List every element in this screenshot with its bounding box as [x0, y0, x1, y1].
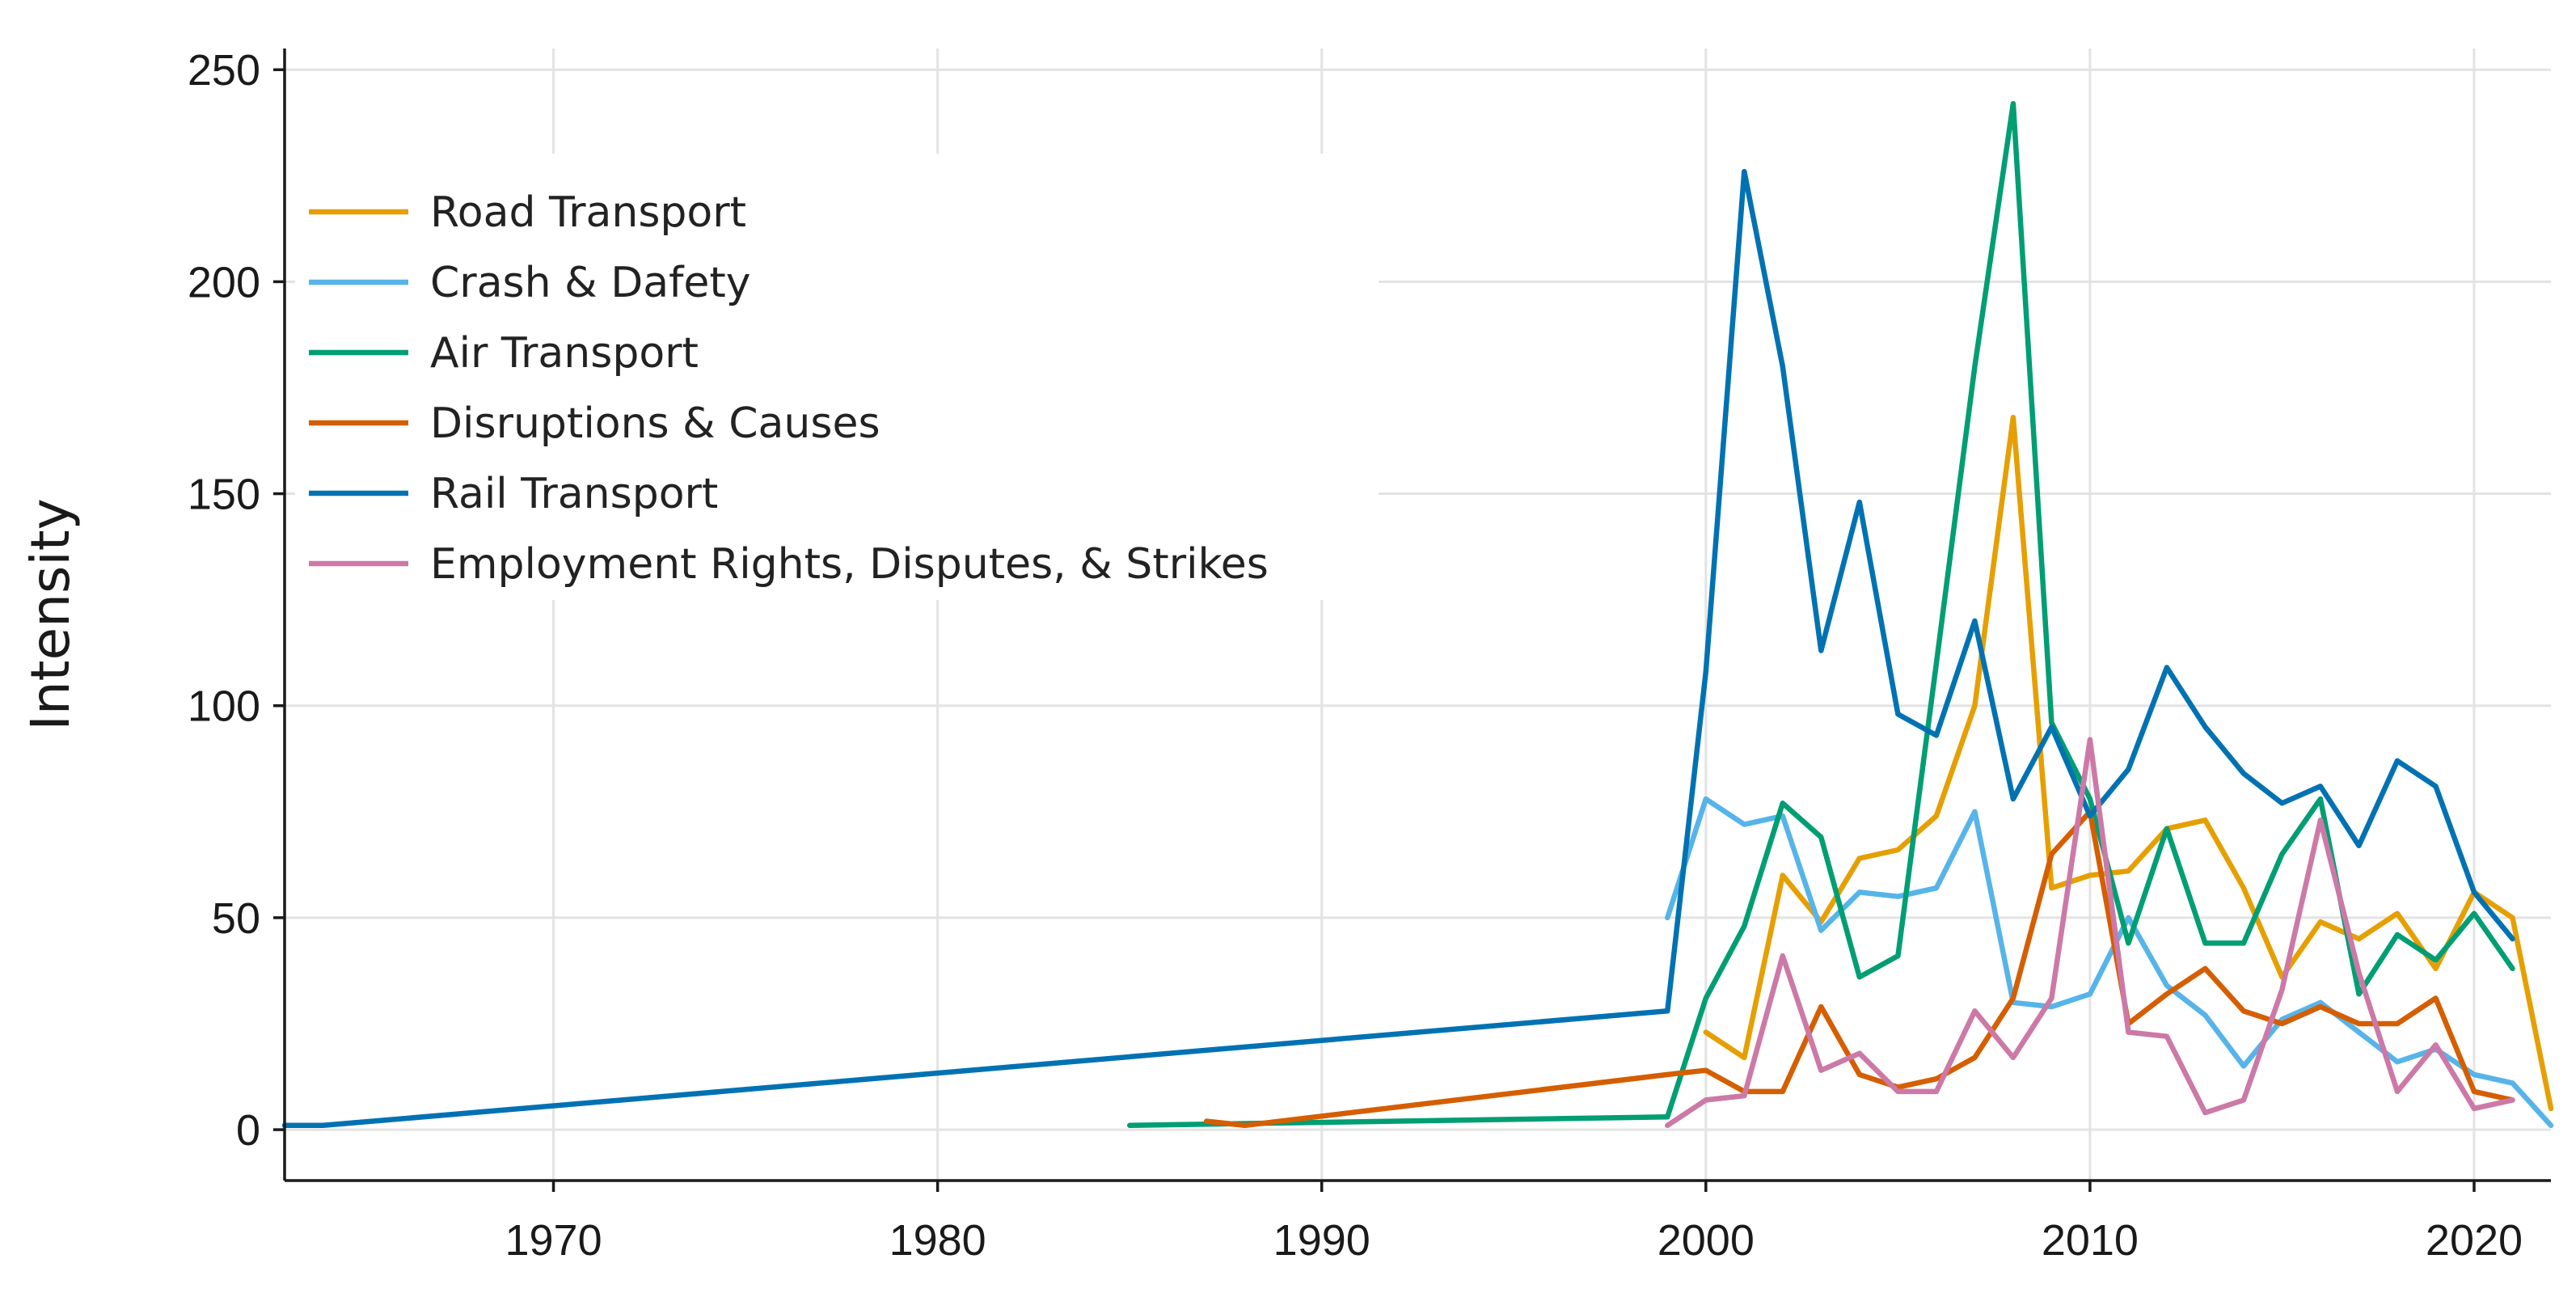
- x-tick-label: 1980: [889, 1216, 986, 1265]
- series-line-crash-dafety: [1665, 796, 2554, 1129]
- legend: Road Transport Crash & Dafety Air Transpor…: [295, 154, 1379, 600]
- y-axis-ticks: 0 50 100 150 200 250: [188, 46, 285, 1155]
- x-tick-label: 2000: [1658, 1216, 1755, 1265]
- legend-label: Rail Transport: [430, 470, 718, 518]
- x-tick-label: 1970: [505, 1216, 602, 1265]
- x-tick-label: 1990: [1273, 1216, 1370, 1265]
- y-tick-label: 50: [212, 894, 260, 943]
- legend-label: Employment Rights, Disputes, & Strikes: [430, 540, 1269, 589]
- x-tick-label: 2010: [2042, 1216, 2139, 1265]
- legend-label: Air Transport: [430, 329, 699, 378]
- legend-label: Crash & Dafety: [430, 259, 751, 307]
- legend-label: Road Transport: [430, 188, 746, 237]
- y-tick-label: 250: [188, 46, 260, 95]
- x-tick-label: 2020: [2426, 1216, 2523, 1265]
- axes: [283, 49, 2551, 1182]
- legend-background: [295, 154, 1379, 600]
- legend-label: Disruptions & Causes: [430, 399, 880, 448]
- series-line-employment-rights-disputes-strikes: [1665, 737, 2515, 1129]
- series-line-rail-transport: [281, 168, 2515, 1129]
- series-lines: [281, 100, 2554, 1129]
- y-tick-label: 0: [236, 1106, 260, 1155]
- x-axis-ticks: 1970 1980 1990 2000 2010 2020: [505, 1181, 2523, 1265]
- y-tick-label: 150: [188, 471, 260, 519]
- y-tick-label: 200: [188, 258, 260, 306]
- y-tick-label: 100: [188, 682, 260, 731]
- y-axis-title: Intensity: [19, 498, 82, 730]
- series-line-road-transport: [1703, 414, 2554, 1112]
